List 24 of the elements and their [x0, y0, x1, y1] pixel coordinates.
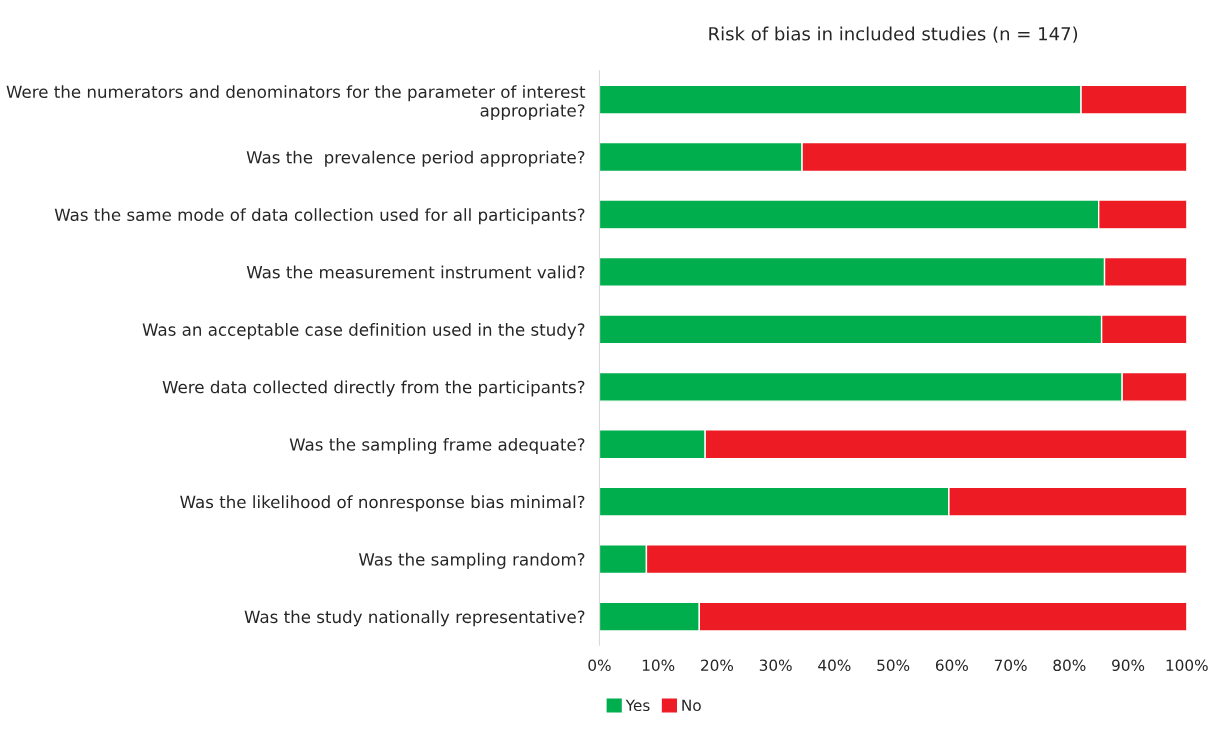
x-tick-label: 100%	[1166, 659, 1208, 671]
legend-label: Yes	[625, 699, 650, 712]
x-tick-label: 60%	[935, 659, 968, 671]
y-tick-label: Was the likelihood of nonresponse bias minimal?	[180, 495, 585, 512]
y-tick-label: Was an acceptable case definition used in the study?	[142, 323, 585, 340]
x-tick-label: 90%	[1112, 659, 1145, 671]
x-tick-label: 70%	[994, 659, 1027, 671]
x-tick-label: 40%	[818, 659, 851, 671]
y-tick-label: Were the numerators and denominators for the parameter of interest appropriate?	[6, 85, 586, 120]
chart-title: Risk of bias in included studies (n = 147)	[709, 26, 1078, 43]
x-tick-label: 30%	[759, 659, 792, 671]
x-tick-label: 20%	[701, 659, 734, 671]
y-tick-label: Were data collected directly from the participants?	[162, 380, 585, 397]
x-tick-label: 10%	[642, 659, 675, 671]
y-tick-label: Was the measurement instrument valid?	[246, 265, 585, 279]
x-tick-label: 80%	[1053, 659, 1086, 671]
y-tick-label: Was the sampling frame adequate?	[289, 437, 585, 455]
y-tick-label: Was the study nationally representative?	[244, 610, 585, 627]
x-tick-label: 0%	[588, 659, 611, 671]
x-tick-label: 50%	[877, 659, 910, 671]
y-tick-label: Was the prevalence period appropriate?	[246, 150, 585, 167]
legend-label: No	[682, 699, 701, 712]
y-tick-label: Was the sampling random?	[358, 552, 585, 569]
y-tick-label: Was the same mode of data collection used for all participants?	[54, 208, 585, 225]
